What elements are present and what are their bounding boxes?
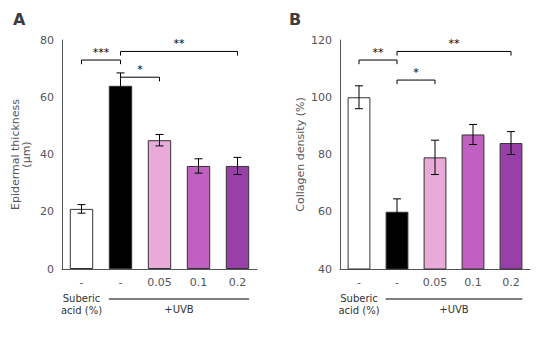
svg-text:40: 40 <box>318 263 332 276</box>
svg-text:acid (%): acid (%) <box>338 305 379 316</box>
svg-text:***: *** <box>93 46 110 59</box>
svg-text:B: B <box>289 10 301 29</box>
svg-text:0: 0 <box>47 263 54 276</box>
svg-text:60: 60 <box>318 205 332 218</box>
svg-text:*: * <box>137 63 143 76</box>
svg-text:-: - <box>119 276 123 289</box>
svg-text:-: - <box>395 276 399 289</box>
svg-text:0.2: 0.2 <box>229 276 247 289</box>
svg-text:**: ** <box>174 37 186 50</box>
svg-text:Epidermal thickness: Epidermal thickness <box>9 99 22 210</box>
svg-text:40: 40 <box>40 148 54 161</box>
svg-text:**: ** <box>449 37 461 50</box>
svg-text:0.1: 0.1 <box>464 276 482 289</box>
svg-text:A: A <box>13 10 26 29</box>
svg-text:60: 60 <box>40 91 54 104</box>
svg-text:0.05: 0.05 <box>423 276 448 289</box>
svg-text:80: 80 <box>40 34 54 47</box>
svg-text:acid (%): acid (%) <box>61 305 102 316</box>
svg-text:+UVB: +UVB <box>439 304 469 315</box>
svg-text:Suberic: Suberic <box>340 293 378 304</box>
svg-text:0.2: 0.2 <box>502 276 520 289</box>
svg-text:*: * <box>413 66 419 79</box>
svg-text:Suberic: Suberic <box>63 293 101 304</box>
svg-text:(μm): (μm) <box>20 141 33 167</box>
svg-text:120: 120 <box>311 34 332 47</box>
svg-text:0.05: 0.05 <box>147 276 172 289</box>
svg-text:100: 100 <box>311 91 332 104</box>
svg-text:**: ** <box>373 46 385 59</box>
svg-text:80: 80 <box>318 148 332 161</box>
svg-text:0.1: 0.1 <box>190 276 208 289</box>
svg-text:20: 20 <box>40 205 54 218</box>
svg-text:-: - <box>357 276 361 289</box>
svg-text:Collagen density (%): Collagen density (%) <box>294 97 307 211</box>
svg-text:-: - <box>80 276 84 289</box>
svg-text:+UVB: +UVB <box>164 304 194 315</box>
